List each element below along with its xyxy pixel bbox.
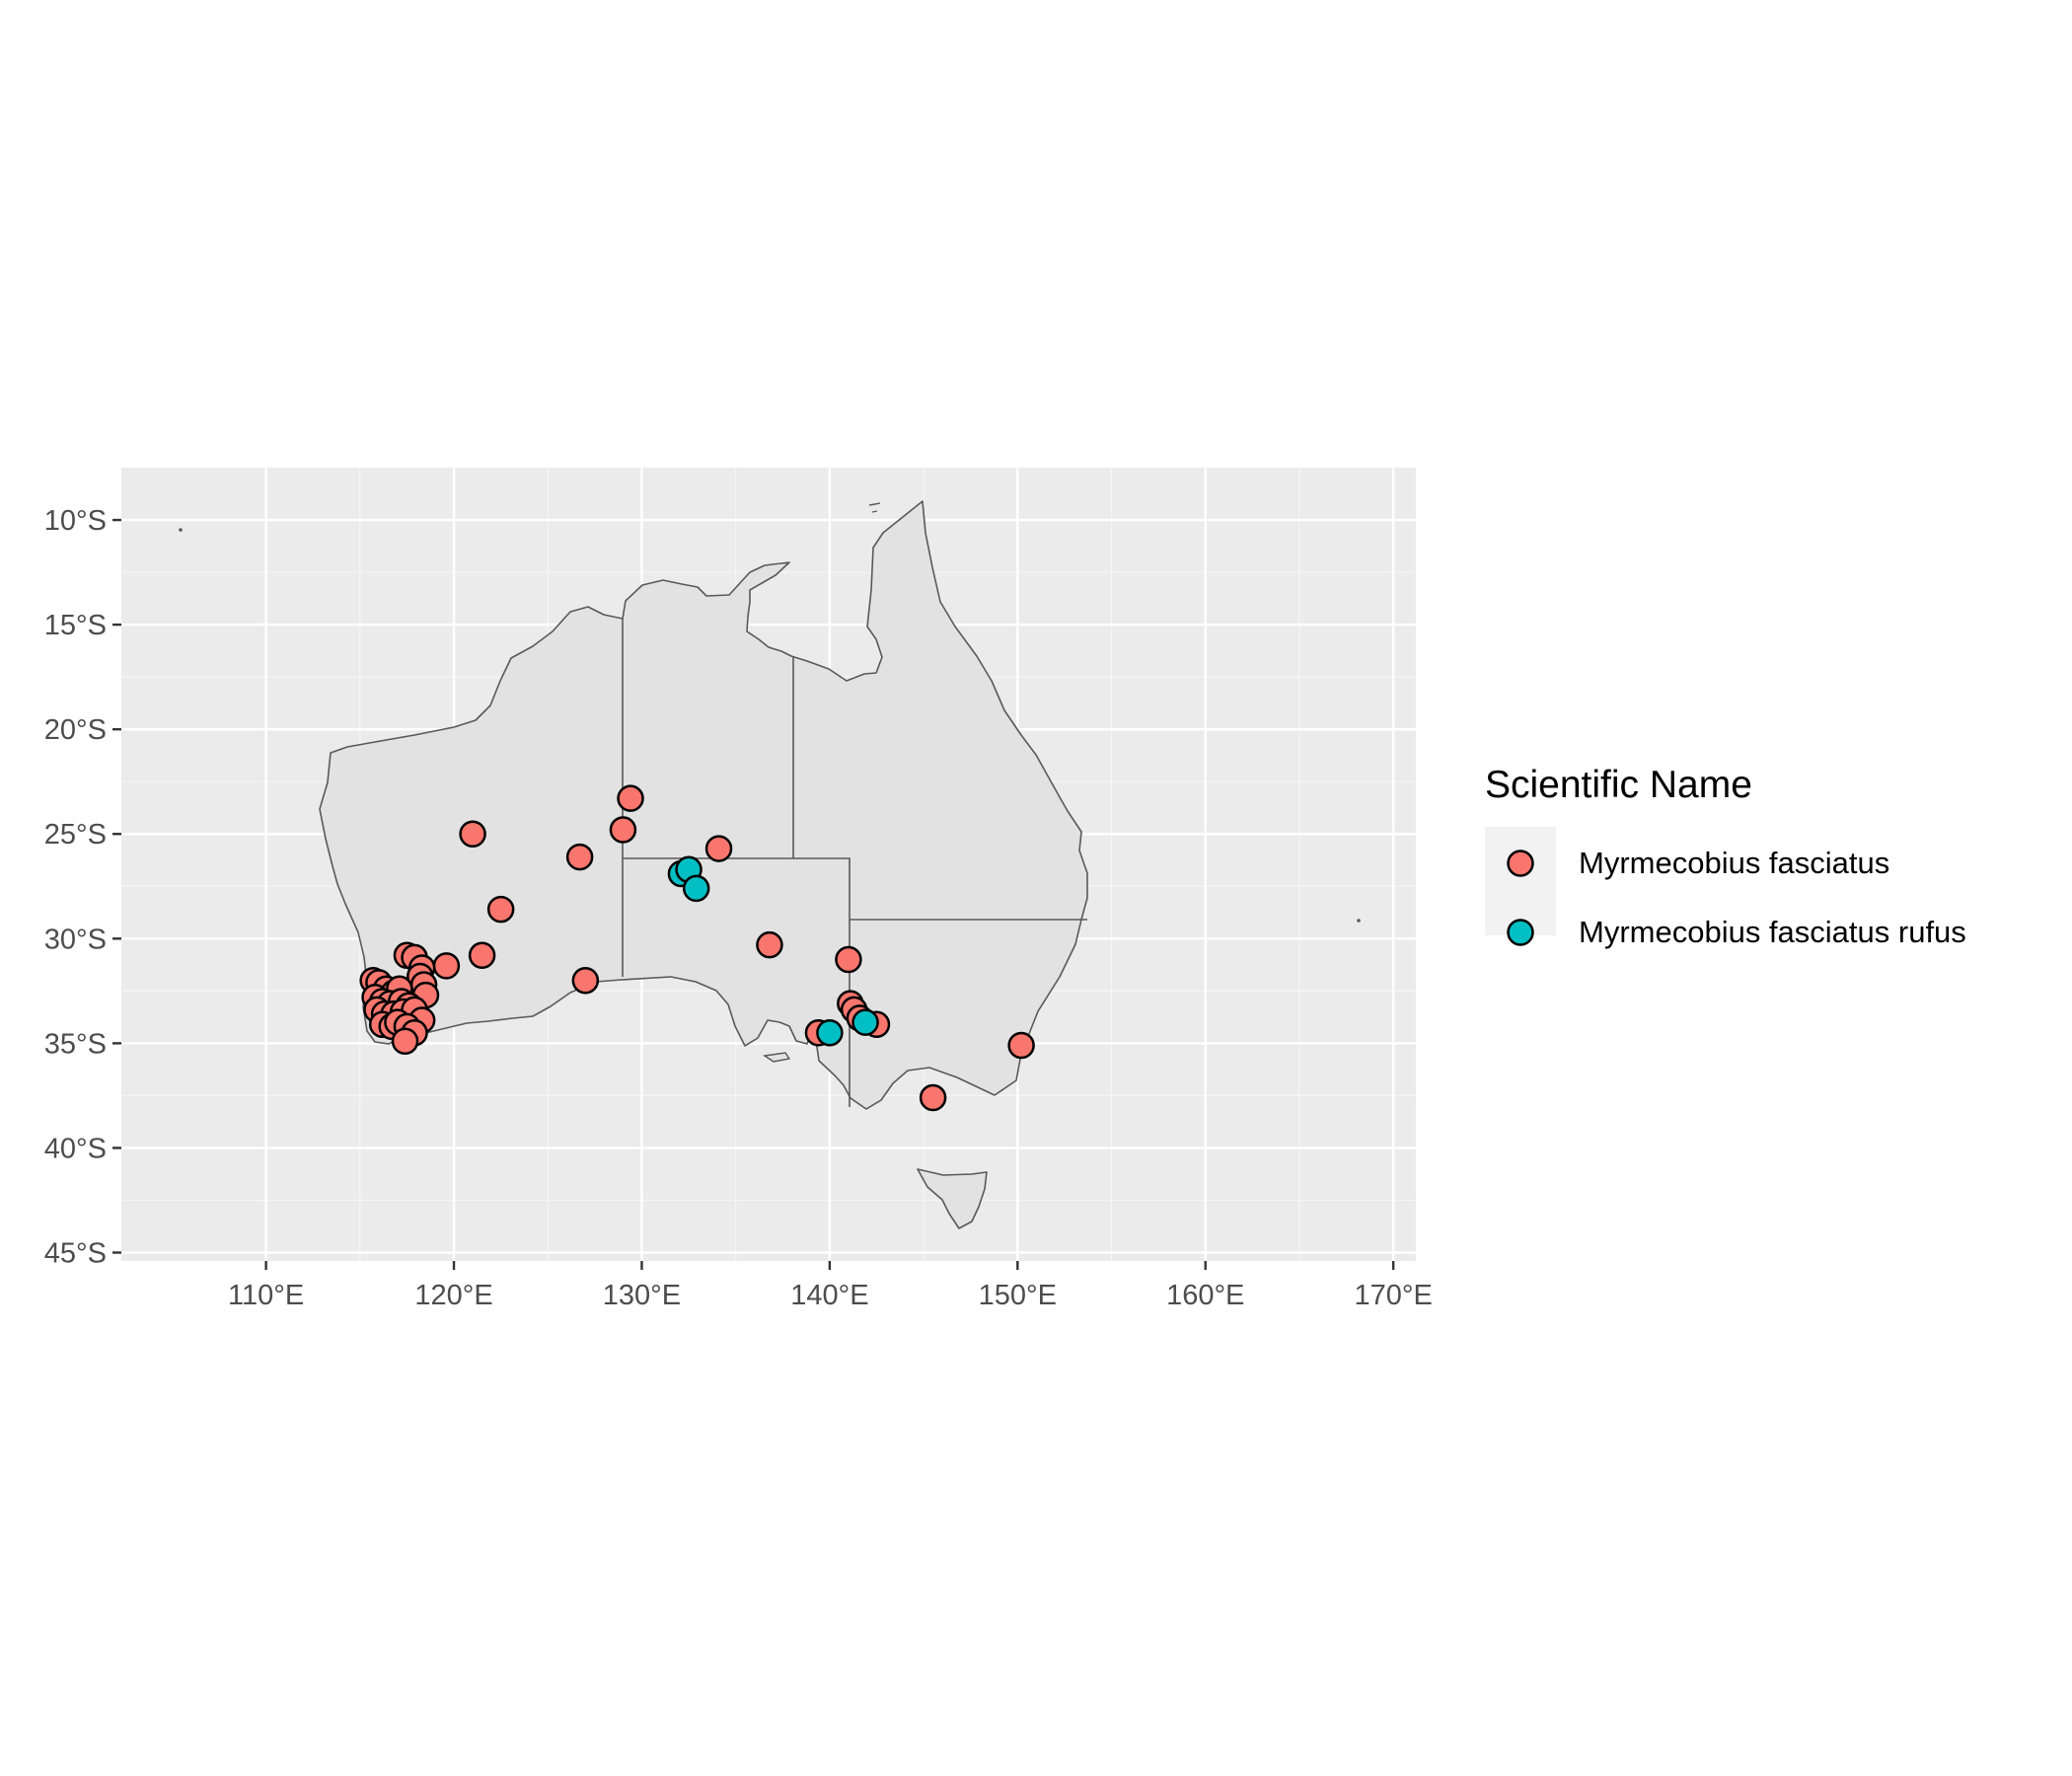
point-myrmecobius-fasciatus <box>1007 1031 1035 1060</box>
point-myrmecobius-fasciatus-rufus <box>851 1008 879 1036</box>
cape-york-islands <box>868 502 881 513</box>
tasmania-outline <box>917 1168 988 1229</box>
point-myrmecobius-fasciatus-rufus <box>816 1019 844 1047</box>
point-myrmecobius-fasciatus <box>617 784 644 812</box>
occurrence-points <box>359 784 1035 1112</box>
point-myrmecobius-fasciatus <box>571 966 600 995</box>
christmas-island <box>179 528 183 532</box>
legend-label-myrmecobius-fasciatus-rufus: Myrmecobius fasciatus rufus <box>1579 915 1966 949</box>
point-myrmecobius-fasciatus <box>835 945 862 974</box>
point-myrmecobius-fasciatus <box>432 952 461 980</box>
point-myrmecobius-fasciatus <box>459 820 486 848</box>
y-tick-label: 10°S <box>44 505 107 537</box>
y-tick-label: 45°S <box>44 1238 107 1270</box>
legend: Scientific Name Myrmecobius fasciatus My… <box>1485 764 1966 949</box>
point-myrmecobius-fasciatus <box>919 1083 947 1112</box>
x-tick-label: 130°E <box>603 1280 681 1311</box>
x-tick-label: 170°E <box>1354 1280 1432 1311</box>
y-tick-label: 30°S <box>44 924 107 955</box>
point-myrmecobius-fasciatus <box>468 941 496 970</box>
y-tick-label: 25°S <box>44 819 107 851</box>
legend-label-myrmecobius-fasciatus: Myrmecobius fasciatus <box>1579 846 1889 880</box>
legend-title: Scientific Name <box>1485 764 1752 806</box>
legend-key-myrmecobius-fasciatus-rufus <box>1507 919 1534 946</box>
y-axis: 10°S 15°S 20°S 25°S 30°S 35°S 40°S 45°S <box>44 505 121 1270</box>
x-tick-label: 110°E <box>228 1280 304 1311</box>
y-tick-label: 15°S <box>44 610 107 641</box>
x-tick-label: 160°E <box>1166 1280 1244 1311</box>
point-myrmecobius-fasciatus <box>391 1027 419 1056</box>
point-myrmecobius-fasciatus-rufus <box>682 874 710 903</box>
point-myrmecobius-fasciatus <box>565 843 594 871</box>
x-tick-label: 120°E <box>414 1280 492 1311</box>
australia-mainland-outline <box>319 500 1088 1110</box>
y-tick-label: 20°S <box>44 714 107 746</box>
point-myrmecobius-fasciatus <box>486 895 515 924</box>
x-tick-label: 140°E <box>790 1280 868 1311</box>
point-myrmecobius-fasciatus <box>609 816 637 844</box>
norfolk-island <box>1357 919 1361 923</box>
x-tick-label: 150°E <box>979 1280 1057 1311</box>
kangaroo-island-outline <box>763 1052 791 1063</box>
y-tick-label: 40°S <box>44 1133 107 1164</box>
point-myrmecobius-fasciatus <box>704 835 733 862</box>
point-myrmecobius-fasciatus <box>756 930 783 959</box>
x-axis: 110°E 120°E 130°E 140°E 150°E 160°E 170°E <box>228 1261 1433 1311</box>
y-tick-label: 35°S <box>44 1028 107 1060</box>
legend-key-myrmecobius-fasciatus <box>1507 850 1534 877</box>
